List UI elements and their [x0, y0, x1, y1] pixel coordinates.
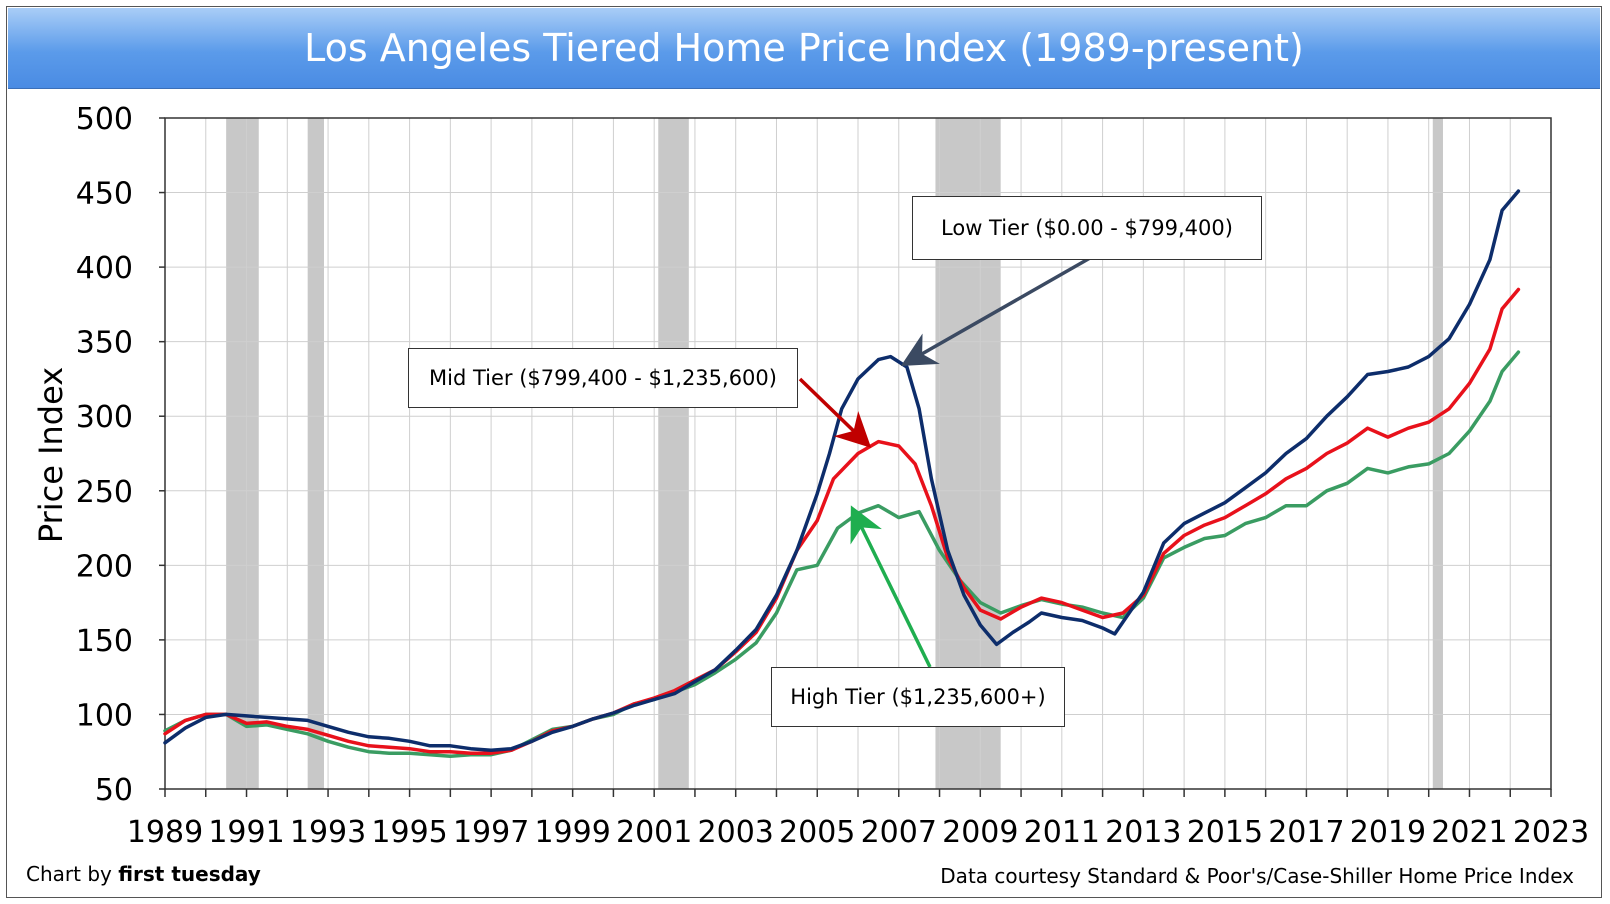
y-tick-label: 200 — [76, 549, 133, 584]
high-tier-annotation: High Tier ($1,235,600+) — [771, 667, 1065, 727]
recession-band — [307, 118, 324, 789]
x-tick-label: 1993 — [290, 815, 366, 850]
x-tick-label: 2023 — [1513, 815, 1589, 850]
y-tick-label: 250 — [76, 475, 133, 510]
credit-brand: first tuesday — [118, 862, 261, 886]
chart-title: Los Angeles Tiered Home Price Index (198… — [304, 26, 1304, 70]
annotation-arrows — [798, 256, 1091, 668]
x-tick-label: 1989 — [127, 815, 203, 850]
low-tier-line — [163, 189, 1521, 752]
mid-tier-annotation: Mid Tier ($799,400 - $1,235,600) — [408, 348, 798, 408]
data-source-credit: Data courtesy Standard & Poor's/Case-Shi… — [940, 864, 1574, 888]
x-tick-label: 2015 — [1187, 815, 1263, 850]
x-tick-label: 1997 — [453, 815, 529, 850]
recession-band — [1432, 118, 1443, 789]
y-tick-label: 100 — [76, 698, 133, 733]
y-tick-label: 350 — [76, 326, 133, 361]
y-tick-label: 300 — [76, 400, 133, 435]
axes: 1989 1991 1993 1995 1997 1999 2001 2003 2005 2007… — [76, 102, 1589, 850]
x-tick-label: 1995 — [371, 815, 447, 850]
x-tick-label: 2019 — [1350, 815, 1426, 850]
x-tick-label: 2013 — [1105, 815, 1181, 850]
mid-tier-arrow — [798, 377, 872, 448]
x-tick-label: 2001 — [616, 815, 692, 850]
y-tick-label: 500 — [76, 102, 133, 137]
title-bar: Los Angeles Tiered Home Price Index (198… — [8, 8, 1600, 89]
chart-credit: Chart by first tuesday — [26, 862, 261, 886]
y-axis-label: Price Index — [32, 367, 70, 543]
x-tick-label: 2009 — [942, 815, 1018, 850]
series-lines — [163, 189, 1521, 758]
x-tick-label: 2003 — [698, 815, 774, 850]
recession-band — [226, 118, 259, 789]
x-tick-label: 1991 — [208, 815, 284, 850]
low-tier-annotation: Low Tier ($0.00 - $799,400) — [912, 196, 1262, 260]
y-tick-label: 150 — [76, 624, 133, 659]
y-tick-label: 400 — [76, 251, 133, 286]
x-tick-label: 2017 — [1268, 815, 1344, 850]
y-tick-label: 450 — [76, 177, 133, 212]
y-tick-label: 50 — [95, 773, 133, 808]
x-tick-label: 2021 — [1431, 815, 1507, 850]
recession-band — [658, 118, 689, 789]
low-tier-arrow — [900, 256, 1091, 367]
mid-tier-line — [163, 287, 1521, 755]
high-tier-arrow — [850, 505, 932, 668]
high-tier-line — [163, 350, 1521, 758]
chart-frame — [6, 6, 1602, 898]
x-tick-label: 2011 — [1024, 815, 1100, 850]
x-tick-label: 1999 — [534, 815, 610, 850]
x-tick-label: 2005 — [779, 815, 855, 850]
credit-prefix: Chart by — [26, 862, 119, 886]
x-tick-label: 2007 — [861, 815, 937, 850]
